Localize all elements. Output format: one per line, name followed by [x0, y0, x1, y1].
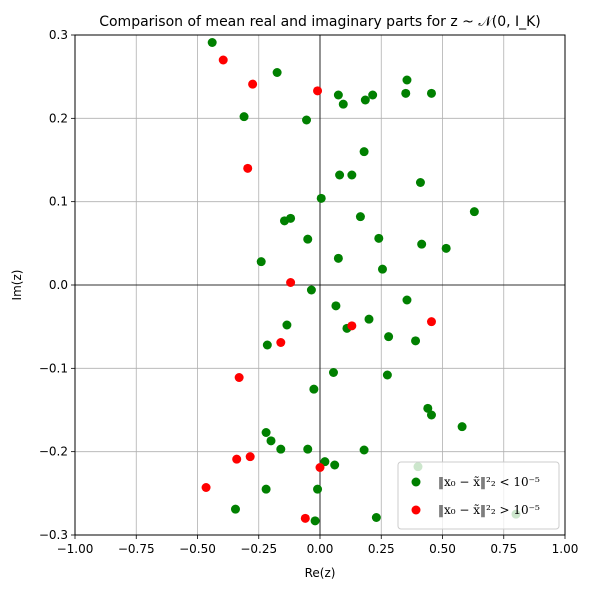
- y-axis-label: Im(z): [10, 270, 24, 301]
- green-point: [282, 320, 292, 330]
- red-point: [201, 483, 211, 492]
- green-point: [316, 193, 326, 203]
- green-point: [239, 112, 249, 122]
- green-point: [441, 243, 451, 253]
- legend: ‖x₀ − x̃‖²₂ < 10⁻⁵ ‖x₀ − x̃‖²₂ > 10⁻⁵: [397, 461, 560, 530]
- green-point: [256, 257, 266, 267]
- red-point: [243, 163, 253, 173]
- green-point: [469, 207, 479, 217]
- green-point: [426, 410, 436, 420]
- green-point: [426, 88, 436, 98]
- red-point: [300, 513, 310, 523]
- legend-label: ‖x₀ − x̃‖²₂ > 10⁻⁵: [438, 503, 540, 517]
- green-point: [303, 234, 313, 244]
- green-point: [331, 301, 341, 311]
- red-point: [276, 338, 286, 347]
- red-point: [347, 321, 357, 331]
- y-tick-label: 0.2: [49, 111, 68, 125]
- green-point: [368, 90, 378, 100]
- x-tick-label: 0.25: [368, 542, 395, 556]
- green-point: [457, 422, 467, 432]
- green-point: [359, 147, 369, 157]
- green-point: [310, 516, 320, 526]
- green-point: [335, 170, 345, 180]
- green-point: [355, 212, 365, 222]
- green-point: [303, 444, 313, 454]
- green-point: [384, 332, 394, 342]
- red-point: [313, 86, 323, 96]
- green-point: [360, 95, 370, 105]
- red-point: [315, 463, 325, 472]
- x-axis-ticks: −1.00 −0.75 −0.50 −0.25 0.00 0.25 0.50 0.75 1.00: [57, 535, 579, 556]
- green-point: [417, 239, 427, 249]
- green-point: [402, 295, 412, 305]
- x-tick-label: 0.50: [429, 542, 456, 556]
- red-point: [245, 452, 255, 462]
- green-point: [262, 340, 272, 350]
- legend-box: [397, 461, 560, 530]
- red-point: [218, 55, 228, 65]
- x-tick-label: −0.50: [179, 542, 216, 556]
- green-point: [333, 90, 343, 100]
- green-point: [286, 213, 296, 223]
- green-point: [374, 233, 384, 243]
- data-points: [201, 38, 521, 526]
- legend-marker: [411, 477, 421, 487]
- red-point: [286, 278, 296, 287]
- green-point: [261, 484, 271, 494]
- x-tick-label: −0.75: [118, 542, 155, 556]
- red-point: [248, 79, 258, 89]
- x-tick-label: −0.25: [240, 542, 277, 556]
- chart-title: Comparison of mean real and imaginary pa…: [99, 14, 541, 30]
- green-point: [423, 403, 433, 413]
- green-point: [402, 75, 412, 85]
- x-tick-label: 0.00: [307, 542, 334, 556]
- green-point: [272, 68, 282, 77]
- green-point: [382, 370, 392, 380]
- green-point: [330, 460, 340, 470]
- green-point: [411, 336, 421, 346]
- green-point: [306, 285, 316, 295]
- green-point: [328, 368, 338, 377]
- y-tick-label: 0.3: [49, 28, 68, 42]
- y-tick-label: −0.3: [39, 528, 68, 542]
- green-point: [302, 115, 312, 125]
- green-point: [261, 428, 271, 437]
- y-axis-ticks: −0.3 −0.2 −0.1 0.0 0.1 0.2 0.3: [39, 28, 75, 542]
- green-point: [338, 99, 348, 109]
- green-point: [230, 504, 240, 514]
- green-point: [401, 88, 411, 98]
- x-tick-label: −1.00: [57, 542, 94, 556]
- green-point: [313, 484, 323, 494]
- red-point: [234, 373, 244, 382]
- x-tick-label: 1.00: [552, 542, 579, 556]
- legend-marker: [411, 505, 421, 515]
- y-tick-label: 0.0: [49, 278, 68, 292]
- red-point: [232, 454, 242, 464]
- green-point: [207, 38, 217, 47]
- green-point: [276, 444, 286, 454]
- green-point: [359, 445, 369, 455]
- green-point: [333, 253, 343, 263]
- y-tick-label: −0.1: [39, 361, 68, 375]
- legend-label: ‖x₀ − x̃‖²₂ < 10⁻⁵: [438, 475, 540, 489]
- y-tick-label: 0.1: [49, 195, 68, 209]
- green-point: [377, 264, 387, 274]
- y-tick-label: −0.2: [39, 445, 68, 459]
- green-point: [309, 384, 319, 394]
- green-point: [371, 513, 381, 522]
- zero-lines: [75, 35, 565, 535]
- x-tick-label: 0.75: [490, 542, 517, 556]
- red-point: [426, 317, 436, 327]
- green-point: [266, 436, 276, 446]
- green-point: [415, 178, 425, 187]
- x-axis-label: Re(z): [305, 566, 336, 580]
- green-point: [347, 170, 357, 180]
- green-point: [364, 314, 374, 324]
